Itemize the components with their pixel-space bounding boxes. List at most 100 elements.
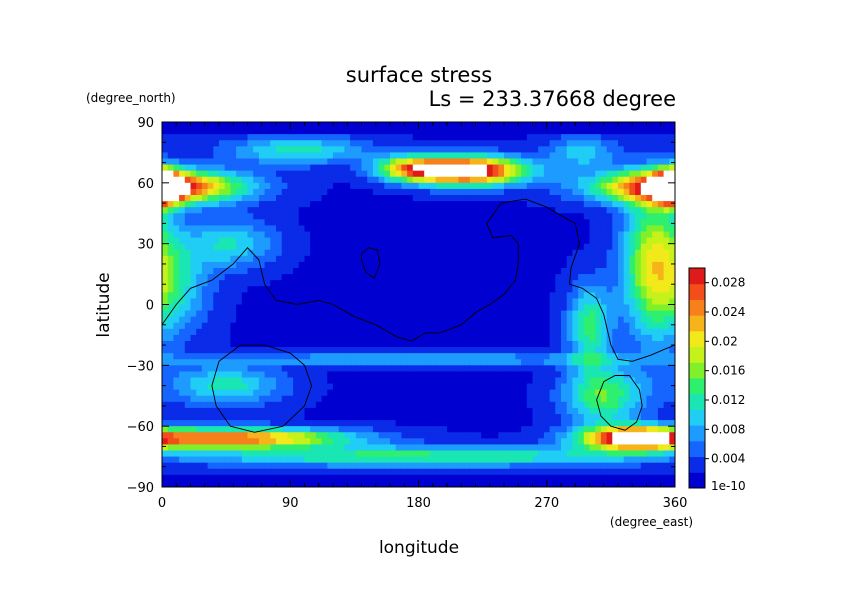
heatmap-cell xyxy=(652,182,659,190)
heatmap-cell xyxy=(640,286,648,293)
heatmap-cell xyxy=(361,268,368,275)
heatmap-cell xyxy=(219,371,226,379)
heatmap-cell xyxy=(481,292,488,300)
heatmap-cell xyxy=(441,219,448,227)
heatmap-cell xyxy=(407,456,414,464)
heatmap-cell xyxy=(583,219,591,227)
heatmap-cell xyxy=(561,188,568,196)
heatmap-cell xyxy=(532,353,539,360)
heatmap-cell xyxy=(447,432,454,439)
heatmap-cell xyxy=(344,231,351,239)
heatmap-cell xyxy=(390,213,397,220)
heatmap-cell xyxy=(344,140,351,147)
heatmap-cell xyxy=(270,201,277,208)
heatmap-cell xyxy=(572,426,579,433)
heatmap-cell xyxy=(338,341,345,348)
heatmap-cell xyxy=(441,426,448,433)
heatmap-cell xyxy=(429,444,437,452)
heatmap-cell xyxy=(464,255,471,263)
heatmap-cell xyxy=(162,371,169,379)
heatmap-cell xyxy=(247,134,254,141)
heatmap-cell xyxy=(492,176,499,184)
heatmap-cell xyxy=(424,207,431,214)
heatmap-cell xyxy=(258,322,266,330)
heatmap-cell xyxy=(600,347,608,354)
heatmap-cell xyxy=(424,401,431,409)
heatmap-cell xyxy=(412,243,420,251)
heatmap-cell xyxy=(566,414,573,421)
heatmap-cell xyxy=(441,420,448,427)
heatmap-cell xyxy=(521,401,528,409)
heatmap-cell xyxy=(509,334,516,342)
heatmap-cell xyxy=(321,456,328,464)
heatmap-cell xyxy=(361,182,368,190)
heatmap-cell xyxy=(384,298,391,306)
heatmap-cell xyxy=(219,432,226,439)
heatmap-cell xyxy=(469,249,477,257)
heatmap-cell xyxy=(441,298,448,306)
heatmap-cell xyxy=(173,195,180,202)
heatmap-cell xyxy=(498,140,505,147)
heatmap-cell xyxy=(219,298,226,306)
heatmap-cell xyxy=(350,237,357,245)
heatmap-cell xyxy=(264,353,271,360)
heatmap-cell xyxy=(452,371,459,379)
heatmap-cell xyxy=(384,176,391,184)
heatmap-cell xyxy=(384,146,391,154)
heatmap-cell xyxy=(538,359,545,366)
heatmap-cell xyxy=(304,140,311,147)
heatmap-cell xyxy=(498,207,505,214)
heatmap-cell xyxy=(384,456,391,464)
heatmap-cell xyxy=(179,158,186,166)
heatmap-cell xyxy=(498,322,505,330)
heatmap-cell xyxy=(657,249,665,257)
heatmap-cell xyxy=(543,225,551,233)
heatmap-cell xyxy=(258,371,266,379)
heatmap-cell xyxy=(173,274,180,281)
heatmap-cell xyxy=(515,389,522,397)
heatmap-cell xyxy=(321,377,328,385)
heatmap-cell xyxy=(418,213,425,220)
heatmap-cell xyxy=(281,341,288,348)
heatmap-cell xyxy=(657,389,665,397)
heatmap-cell xyxy=(333,377,340,385)
heatmap-cell xyxy=(452,182,459,190)
heatmap-cell xyxy=(469,377,477,385)
heatmap-cell xyxy=(623,347,630,354)
heatmap-cell xyxy=(179,401,186,409)
heatmap-cell xyxy=(207,401,214,409)
heatmap-cell xyxy=(435,140,442,147)
heatmap-cell xyxy=(241,316,249,324)
heatmap-cell xyxy=(623,268,630,275)
heatmap-cell xyxy=(224,280,231,287)
heatmap-cell xyxy=(543,207,551,214)
heatmap-cell xyxy=(281,213,288,220)
heatmap-cell xyxy=(555,444,562,452)
heatmap-cell xyxy=(629,407,636,415)
heatmap-cell xyxy=(441,158,448,166)
heatmap-cell xyxy=(669,158,675,166)
heatmap-cell xyxy=(253,268,260,275)
heatmap-cell xyxy=(657,274,665,281)
heatmap-cell xyxy=(595,255,602,263)
heatmap-cell xyxy=(390,426,397,433)
heatmap-cell xyxy=(578,195,585,202)
heatmap-cell xyxy=(304,122,311,129)
heatmap-cell xyxy=(281,134,288,141)
heatmap-cell xyxy=(464,243,471,251)
heatmap-cell xyxy=(481,310,488,318)
heatmap-cell xyxy=(583,371,591,379)
heatmap-cell xyxy=(424,261,431,269)
heatmap-cell xyxy=(327,152,334,160)
heatmap-cell xyxy=(281,359,288,366)
heatmap-cell xyxy=(236,243,243,251)
heatmap-cell xyxy=(167,353,174,360)
heatmap-cell xyxy=(184,249,192,257)
heatmap-cell xyxy=(184,395,192,403)
heatmap-cell xyxy=(469,261,477,269)
heatmap-cell xyxy=(201,286,209,293)
heatmap-cell xyxy=(669,274,675,281)
heatmap-cell xyxy=(184,243,192,251)
heatmap-cell xyxy=(669,128,675,135)
heatmap-cell xyxy=(526,304,534,312)
